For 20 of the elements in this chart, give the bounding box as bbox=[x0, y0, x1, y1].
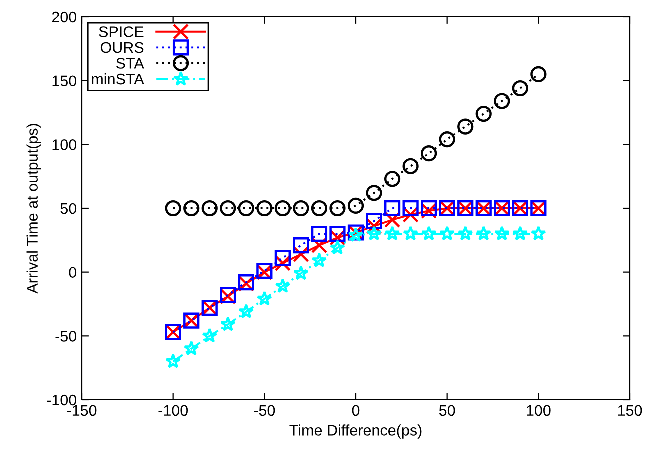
y-tick-label: 200 bbox=[52, 12, 77, 23]
y-tick-label: 0 bbox=[69, 267, 77, 278]
x-tick-label: -50 bbox=[254, 405, 276, 416]
x-tick-label: 50 bbox=[439, 405, 456, 416]
x-axis-title: Time Difference(ps) bbox=[290, 424, 422, 439]
y-tick-label: -50 bbox=[56, 331, 77, 342]
y-tick-label: -100 bbox=[47, 394, 77, 406]
x-tick-label: 150 bbox=[618, 405, 642, 416]
y-tick-label: 100 bbox=[52, 140, 77, 150]
x-tick-label: 0 bbox=[352, 405, 360, 416]
legend-label: SPICE bbox=[99, 26, 144, 38]
y-tick-label: 50 bbox=[60, 203, 77, 214]
legend-label: minSTA bbox=[92, 73, 144, 85]
x-tick-label: -100 bbox=[158, 405, 188, 416]
y-tick-label: 150 bbox=[52, 76, 77, 87]
x-tick-label: -150 bbox=[67, 405, 97, 416]
legend-label: OURS bbox=[100, 42, 144, 54]
x-tick-label: 100 bbox=[527, 405, 551, 416]
legend-label: STA bbox=[116, 58, 144, 69]
y-axis-title: Arrival Time at output(ps) bbox=[26, 124, 42, 294]
